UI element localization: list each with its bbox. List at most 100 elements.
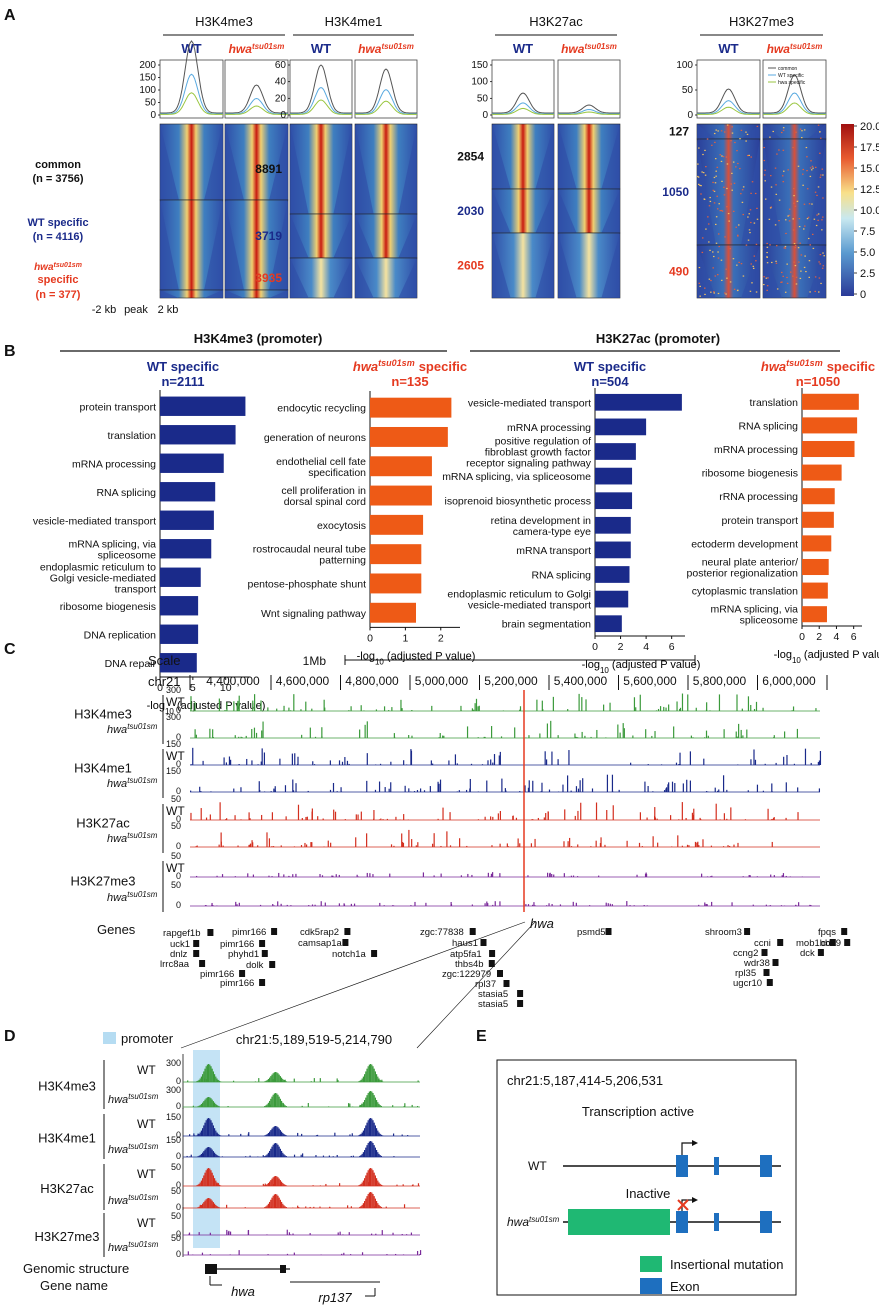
signal-bar [379,902,381,906]
heatmap-noise [809,291,811,293]
signal-bar [306,816,308,820]
signal-bar [209,1097,211,1107]
track-scale: 300 [166,712,181,722]
signal-bar [210,1170,212,1186]
heatmap-taper-left [290,124,309,214]
heatmap-noise [732,161,735,163]
signal-bar [212,905,214,906]
profile-common-line [492,92,554,114]
signal-bar [647,786,649,792]
gene-glyph [497,970,503,977]
track-scale: 50 [171,880,181,890]
signal-bar [214,1074,216,1082]
gene-label: stasia5 [478,999,508,1010]
signal-bar [221,874,224,877]
signal-bar [344,757,346,765]
panel-e-box [496,1059,797,1296]
signal-bar [361,1252,364,1255]
signal-bar [582,778,584,792]
signal-bar [205,1199,207,1208]
signal-bar [392,905,395,906]
signal-bar [689,751,691,765]
signal-bar [271,1178,273,1186]
signal-bar [271,1128,273,1136]
heatmap-noise [750,156,752,158]
signal-bar [198,1155,200,1157]
heatmap-noise [793,195,795,197]
signal-bar [279,1148,281,1157]
track-wt-label: WT [137,1167,156,1181]
signal-bar [504,788,506,792]
signal-bar [410,1232,413,1235]
signal-bar [315,1155,317,1157]
signal-bar [630,762,632,765]
signal-bar [197,1133,199,1136]
signal-bar [570,875,572,877]
signal-bar [679,707,682,711]
signal-bar [238,902,240,906]
row-common-n: (n = 3756) [32,173,83,185]
signal-bar [218,1106,220,1107]
signal-bar [368,1192,370,1208]
signal-bar [212,729,214,738]
signal-bar [545,759,548,765]
heatmap-noise [697,176,700,178]
signal-bar [726,789,728,792]
signal-bar [281,1201,283,1208]
signal-bar [532,819,534,820]
ytick-label: 20 [275,93,287,104]
track-zero: 0 [176,1151,181,1161]
signal-bar [273,1093,275,1107]
signal-bar [663,706,665,711]
coord-label: 5,800,000 [693,674,747,688]
heatmap-noise [737,162,739,165]
signal-bar [378,1204,380,1208]
heatmap-noise [766,256,768,258]
signal-bar [211,1099,213,1107]
signal-bar [269,1100,271,1107]
signal-bar [391,905,394,906]
gene-label: pimr166 [232,927,266,938]
gene-glyph [271,928,278,935]
heatmap-noise [707,216,709,218]
profile-wt-specific-line [160,73,223,115]
track-scale: 150 [166,1135,181,1145]
track-scale: 150 [166,739,181,749]
signal-bar [377,1076,379,1082]
signal-bar [220,841,222,847]
signal-bar [276,1126,278,1136]
signal-bar [784,731,786,738]
signal-bar [487,903,489,906]
signal-bar [206,1118,208,1136]
bar-6 [802,535,832,552]
heatmap-noise [717,292,720,295]
heatmap-noise [803,266,806,269]
signal-bar [756,784,759,792]
signal-bar [286,904,288,906]
heatmap-noise [774,167,777,169]
signal-bar [639,694,641,711]
heatmap-taper-left [697,139,716,245]
bar-label: positive regulation of [495,436,591,448]
enrichment-title: WT specific [147,359,219,374]
signal-bar [209,1118,211,1136]
bar-2 [802,440,855,458]
heatmap-noise [737,235,739,237]
signal-bar [279,1130,281,1136]
signal-bar [364,1074,366,1082]
heatmap-noise [699,184,701,186]
track-mut-label: hwatsu01sm [107,776,158,791]
signal-bar [277,1094,279,1107]
signal-bar [199,1182,201,1186]
signal-bar [270,1148,272,1157]
heatmap-noise [756,125,759,128]
signal-bar [325,1183,327,1186]
signal-bar [654,817,656,820]
signal-bar [368,1182,370,1186]
signal-bar [796,905,798,906]
signal-bar [361,1153,363,1157]
signal-bar [795,904,797,906]
signal-bar [271,1146,273,1157]
insertional-mutation-block [568,1209,670,1235]
signal-bar [377,1152,379,1157]
